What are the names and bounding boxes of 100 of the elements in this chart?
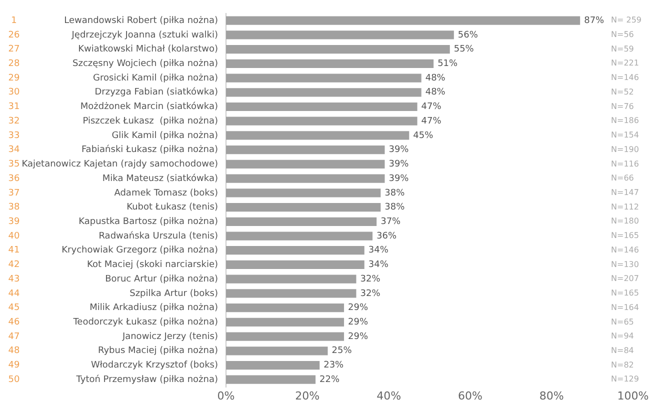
annotation: N=207 xyxy=(611,274,639,284)
text: 43 xyxy=(8,274,20,284)
data-label: 55% xyxy=(454,44,474,55)
data-label: 37% xyxy=(380,216,402,227)
y-tick-label: Kubot Łukasz (tenis) xyxy=(126,202,218,213)
data-label: 32% xyxy=(360,288,381,299)
text: 33 xyxy=(8,130,20,141)
bar xyxy=(226,102,418,112)
data-label: 32% xyxy=(360,274,381,284)
data-label: 36% xyxy=(376,231,397,242)
y-tick-label: Boruc Artur (piłka nożna) xyxy=(105,274,218,284)
bar xyxy=(226,260,364,270)
data-label: 38% xyxy=(384,202,406,213)
y-tick-label: Adamek Tomasz (boks) xyxy=(114,188,218,198)
annotation: N=116 xyxy=(611,159,639,168)
annotation: N=154 xyxy=(611,130,639,140)
data-label: 22% xyxy=(320,374,340,385)
y-tick-label: Milik Arkadiusz (piłka nożna) xyxy=(90,303,218,314)
y-tick-label: Tytoń Przemysław (piłka nożna) xyxy=(75,374,218,385)
x-tick-label: 60% xyxy=(458,389,482,402)
text: 29 xyxy=(8,73,20,84)
y-tick-label: Kwiatkowski Michał (kolarstwo) xyxy=(78,44,218,55)
annotation: N=59 xyxy=(611,44,634,54)
text: 35 xyxy=(8,160,20,170)
annotation: N=186 xyxy=(611,116,639,126)
y-tick-label: Kajetanowicz Kajetan (rajdy samochodowe) xyxy=(22,160,218,170)
y-tick-label: Drzyzga Fabian (siatkówka) xyxy=(94,86,218,98)
y-tick-label: Piszczek Łukasz (piłka nożna) xyxy=(82,116,218,126)
annotation: N=180 xyxy=(611,216,639,226)
text: 1 xyxy=(11,16,17,26)
bar xyxy=(226,375,316,384)
data-label: 34% xyxy=(368,260,389,270)
text: 26 xyxy=(8,30,20,40)
y-tick-label: Szpilka Artur (boks) xyxy=(130,288,218,299)
bar xyxy=(226,346,328,356)
data-label: 29% xyxy=(348,332,368,342)
data-label: 39% xyxy=(388,174,410,184)
data-label: 39% xyxy=(388,145,410,156)
bar xyxy=(226,174,385,183)
text: 39 xyxy=(8,216,20,227)
bar xyxy=(226,146,385,154)
bar xyxy=(226,232,373,240)
text: 32 xyxy=(8,116,20,126)
annotation: N=190 xyxy=(611,144,639,154)
annotation: N=146 xyxy=(611,73,639,82)
text: 31 xyxy=(8,102,20,112)
text: 27 xyxy=(8,44,20,55)
x-tick-label: 20% xyxy=(295,389,320,402)
data-label: 47% xyxy=(421,102,442,112)
annotation: N=130 xyxy=(611,260,639,269)
data-label: 48% xyxy=(425,88,446,98)
annotation: N=165 xyxy=(611,288,639,298)
y-tick-label: Teodorczyk Łukasz (piłka nożna) xyxy=(72,318,218,328)
data-label: 29% xyxy=(348,303,368,314)
annotation: N= 259 xyxy=(611,16,642,25)
text: 40 xyxy=(8,231,20,242)
x-tick-label: 40% xyxy=(376,389,402,402)
y-tick-label: Glik Kamil (piłka nożna) xyxy=(112,130,218,141)
text: 48 xyxy=(8,346,20,356)
annotation: N=66 xyxy=(611,174,634,183)
bar xyxy=(226,116,418,126)
bar xyxy=(226,332,344,341)
bar xyxy=(226,202,381,212)
annotation: N=52 xyxy=(611,87,634,96)
bar xyxy=(226,304,344,312)
bar xyxy=(226,217,377,226)
data-label: 87% xyxy=(584,16,605,26)
annotation: N=147 xyxy=(611,188,639,197)
bar xyxy=(226,160,385,169)
text: 47 xyxy=(8,332,20,342)
annotation: N=146 xyxy=(611,245,639,254)
data-label: 56% xyxy=(458,30,478,40)
y-tick-label: Krychowiak Grzegorz (piłka nożna) xyxy=(62,246,218,256)
bar xyxy=(226,59,434,68)
y-tick-label: Janowicz Jerzy (tenis) xyxy=(121,332,218,342)
text: 50 xyxy=(8,374,20,385)
data-label: 34% xyxy=(368,246,389,256)
bar xyxy=(226,246,364,255)
data-label: 23% xyxy=(324,360,344,371)
y-tick-label: Możdżonek Marcin (siatkówka) xyxy=(80,101,218,112)
data-label: 48% xyxy=(425,73,446,84)
text: 41 xyxy=(8,246,20,256)
bar xyxy=(226,131,410,140)
text: 46 xyxy=(8,318,20,328)
bar xyxy=(226,30,454,40)
data-label: 29% xyxy=(348,318,368,328)
data-label: 47% xyxy=(421,116,442,126)
text: 37 xyxy=(8,188,20,198)
x-tick-label: 100% xyxy=(617,389,649,402)
annotation: N=76 xyxy=(611,102,634,111)
text: 38 xyxy=(8,202,20,213)
annotation: N=94 xyxy=(611,332,634,341)
annotation: N=112 xyxy=(611,202,639,212)
bar xyxy=(226,274,356,284)
text: 49 xyxy=(8,360,20,371)
y-tick-label: Grosicki Kamil (piłka nożna) xyxy=(93,73,218,84)
annotation: N=56 xyxy=(611,30,634,40)
data-label: 45% xyxy=(413,130,434,141)
bar xyxy=(226,44,450,54)
bar xyxy=(226,16,580,25)
